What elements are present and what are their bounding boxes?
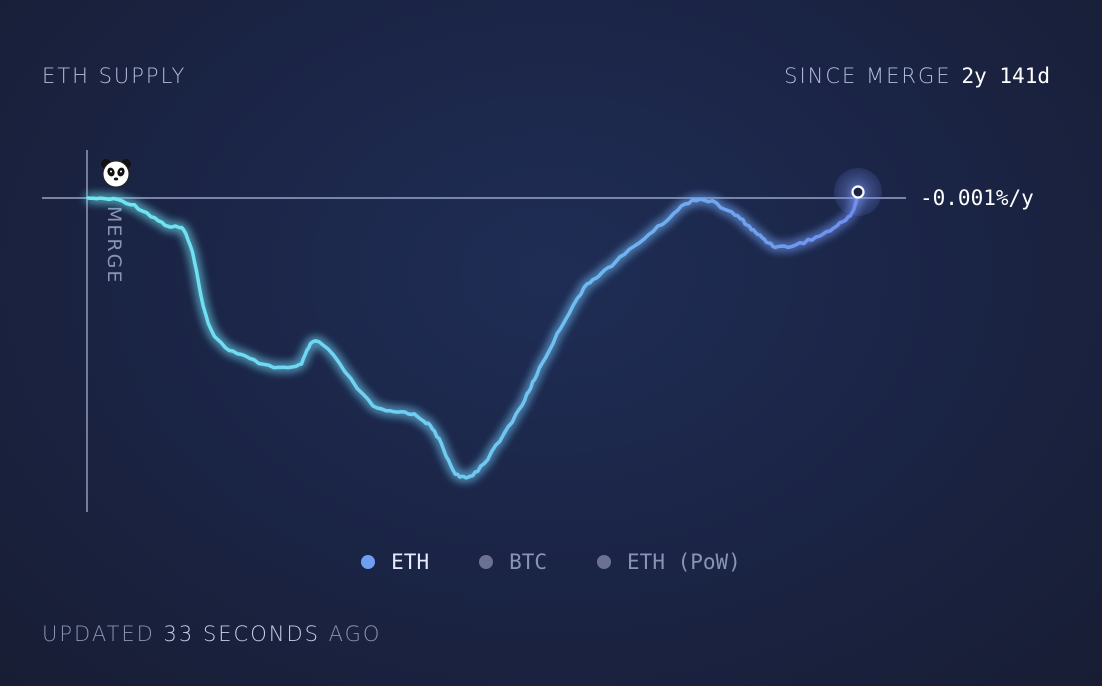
time-frame-label[interactable]: SINCE MERGE 2y 141d xyxy=(784,64,1050,88)
legend-label-eth-pow: ETH (PoW) xyxy=(627,550,741,574)
legend-item-eth[interactable]: ETH xyxy=(361,550,429,574)
legend-label-eth: ETH xyxy=(391,550,430,574)
updated-suffix: AGO xyxy=(328,622,382,646)
legend-dot-btc xyxy=(479,555,494,569)
current-point[interactable] xyxy=(851,185,865,199)
updated-prefix: UPDATED xyxy=(42,622,155,646)
legend-dot-eth-pow xyxy=(597,555,612,569)
chart-title: ETH SUPPLY xyxy=(42,64,187,88)
chart-legend: ETH BTC ETH (PoW) xyxy=(0,550,1102,574)
legend-dot-eth xyxy=(361,555,376,569)
since-label: SINCE MERGE xyxy=(784,64,952,88)
updated-status: UPDATED 33 SECONDS AGO xyxy=(42,622,381,646)
legend-item-btc[interactable]: BTC xyxy=(479,550,547,574)
since-value: 2y 141d xyxy=(961,64,1050,88)
supply-line-series-eth xyxy=(86,189,860,480)
legend-label-btc: BTC xyxy=(509,550,548,574)
updated-unit: SECONDS xyxy=(202,622,320,646)
merge-label: MERGE xyxy=(103,206,125,284)
legend-item-eth-pow[interactable]: ETH (PoW) xyxy=(597,550,741,574)
updated-count: 33 xyxy=(163,622,195,646)
panda-icon xyxy=(101,159,131,188)
current-rate-label: -0.001%/y xyxy=(920,186,1034,210)
